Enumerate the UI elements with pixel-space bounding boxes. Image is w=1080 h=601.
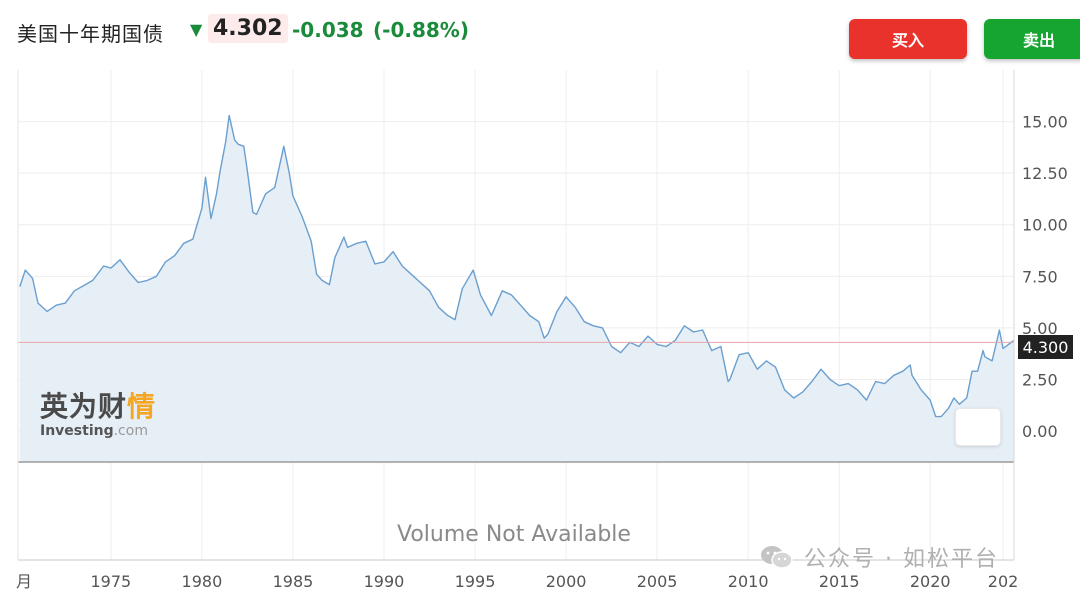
y-tick-label: 2.50: [1022, 370, 1058, 389]
yield-chart[interactable]: 0.00 2.50 5.00 7.50 10.00 12.50 15.00 1975 1980 1…: [0, 62, 1080, 601]
price-change: -0.038: [292, 18, 364, 42]
x-tick-label: 2010: [728, 572, 769, 591]
watermark-brand: Investing: [40, 423, 114, 439]
x-tick-label: 2005: [637, 572, 678, 591]
x-tick-label: 1980: [182, 572, 223, 591]
last-price: 4.302: [208, 14, 288, 43]
x-tick-label: 2000: [546, 572, 587, 591]
watermark-cn: 英为财: [40, 390, 128, 423]
watermark-domain: .com: [113, 423, 148, 439]
wechat-icon: [761, 546, 793, 569]
yield-area: [19, 115, 1015, 463]
x-tick-label: 2015: [819, 572, 860, 591]
current-price-tag: 4.300: [1018, 335, 1073, 359]
wechat-label: 公众号 · 如松平台: [804, 547, 999, 572]
y-tick-label: 0.00: [1022, 422, 1058, 441]
x-tick-label: 1975: [91, 572, 132, 591]
buy-button[interactable]: 买入: [849, 19, 967, 59]
x-tick-label: 1990: [364, 572, 405, 591]
sell-button[interactable]: 卖出: [984, 19, 1080, 59]
y-tick-label: 5.00: [1022, 319, 1058, 338]
x-tick-label: 202: [988, 572, 1019, 591]
x-tick-label: 1995: [455, 572, 496, 591]
y-tick-label: 15.00: [1022, 113, 1068, 132]
quote-header: 美国十年期国债 ▼ 4.302 -0.038 (-0.88%) 买入 卖出: [0, 0, 1080, 62]
wechat-watermark: 公众号 · 如松平台: [760, 541, 999, 573]
y-tick-label: 10.00: [1022, 216, 1068, 235]
x-tick-label: 2020: [910, 572, 951, 591]
chart-overlay-box[interactable]: [955, 408, 1001, 446]
watermark-cn-accent: 情: [127, 390, 157, 423]
price-change-percent: (-0.88%): [373, 18, 469, 42]
x-left-edge-label: 月: [16, 572, 32, 591]
yield-line: [19, 114, 1015, 418]
y-tick-label: 12.50: [1022, 164, 1068, 183]
x-tick-label: 1985: [273, 572, 314, 591]
investing-watermark: 英为财情 Investing.com: [40, 385, 156, 439]
y-tick-label: 7.50: [1022, 267, 1058, 286]
arrow-down-icon: ▼: [190, 20, 203, 39]
volume-note: Volume Not Available: [397, 522, 631, 547]
instrument-name: 美国十年期国债: [17, 22, 164, 46]
